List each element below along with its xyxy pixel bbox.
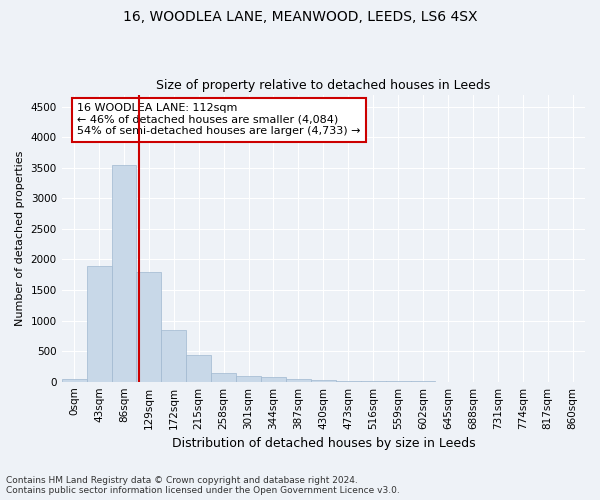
Text: 16 WOODLEA LANE: 112sqm
← 46% of detached houses are smaller (4,084)
54% of semi: 16 WOODLEA LANE: 112sqm ← 46% of detache…: [77, 103, 361, 136]
Bar: [236, 376, 261, 382]
Bar: [112, 165, 136, 382]
Bar: [86, 266, 112, 382]
Bar: [62, 378, 86, 382]
Title: Size of property relative to detached houses in Leeds: Size of property relative to detached ho…: [156, 79, 491, 92]
Bar: [186, 356, 211, 382]
Y-axis label: Number of detached properties: Number of detached properties: [15, 150, 25, 326]
Text: Contains HM Land Registry data © Crown copyright and database right 2024.
Contai: Contains HM Land Registry data © Crown c…: [6, 476, 400, 495]
Bar: [261, 378, 286, 382]
Bar: [136, 272, 161, 382]
Bar: [211, 372, 236, 382]
Bar: [286, 378, 311, 382]
Text: 16, WOODLEA LANE, MEANWOOD, LEEDS, LS6 4SX: 16, WOODLEA LANE, MEANWOOD, LEEDS, LS6 4…: [123, 10, 477, 24]
Bar: [336, 381, 361, 382]
Bar: [311, 380, 336, 382]
Bar: [361, 381, 386, 382]
Bar: [161, 330, 186, 382]
X-axis label: Distribution of detached houses by size in Leeds: Distribution of detached houses by size …: [172, 437, 475, 450]
